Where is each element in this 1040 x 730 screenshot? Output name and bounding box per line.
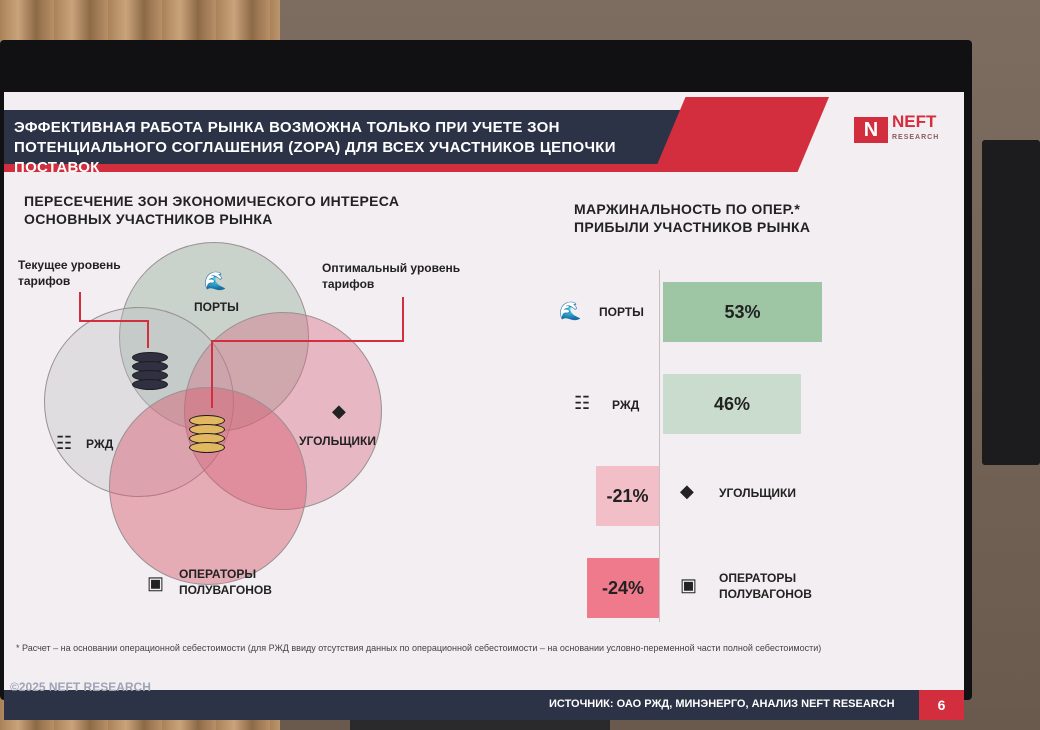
venn-label-ports: ПОРТЫ [194,300,239,314]
venn-label-rzd: РЖД [86,437,114,451]
speaker [982,140,1040,465]
margin-subtitle: МАРЖИНАЛЬНОСТЬ ПО ОПЕР.* ПРИБЫЛИ УЧАСТНИ… [574,201,811,235]
wave-icon: 🌊 [204,271,227,291]
slide-title: ЭФФЕКТИВНАЯ РАБОТА РЫНКА ВОЗМОЖНА ТОЛЬКО… [14,119,616,176]
pointer-line [147,320,149,348]
railway-icon: ☷ [574,393,591,413]
venn-label-coal: УГОЛЬЩИКИ [299,434,376,448]
logo: N NEFT RESEARCH [854,112,940,146]
tv-frame: ЭФФЕКТИВНАЯ РАБОТА РЫНКА ВОЗМОЖНА ТОЛЬКО… [0,40,972,720]
wagon-icon: ▣ [680,575,698,595]
header-underline [4,164,664,172]
page-number: 6 [919,690,964,720]
wave-icon: 🌊 [559,301,582,321]
source-text: ИСТОЧНИК: ОАО РЖД, МИНЭНЕРГО, АНАЛИЗ NEF… [549,698,895,710]
chart-axis [659,270,660,622]
footnote: * Расчет – на основании операционной себ… [16,643,822,653]
pointer-line [79,292,81,322]
copyright: ©2025 NEFT RESEARCH [10,680,151,694]
pointer-line [211,340,213,408]
venn-subtitle: ПЕРЕСЕЧЕНИЕ ЗОН ЭКОНОМИЧЕСКОГО ИНТЕРЕСА … [24,193,400,227]
coins-icon [132,352,168,390]
pointer-line [79,320,149,322]
coins-icon [189,415,225,453]
bar: -21% [596,466,659,526]
logo-sub: RESEARCH [892,134,940,141]
logo-text: NEFT [892,112,937,131]
pointer-line [211,340,404,342]
logo-mark: N [854,117,888,143]
footer-band [4,690,964,720]
bar-label-coal: УГОЛЬЩИКИ [719,486,796,500]
bar: 53% [663,282,822,342]
optimal-tariff-label: Оптимальный уровень тарифов [322,261,461,291]
bar-label-ports: ПОРТЫ [599,305,644,319]
header-band [4,110,704,168]
wagon-icon: ▣ [147,573,165,593]
current-tariff-label: Текущее уровень тарифов [18,258,121,288]
venn-label-operators: ОПЕРАТОРЫ ПОЛУВАГОНОВ [179,567,272,597]
pointer-line [402,297,404,342]
bar-label-operators: ОПЕРАТОРЫ ПОЛУВАГОНОВ [719,571,812,601]
bar-label-rzd: РЖД [612,398,640,412]
slide: ЭФФЕКТИВНАЯ РАБОТА РЫНКА ВОЗМОЖНА ТОЛЬКО… [4,92,964,720]
coal-icon: ◆ [332,401,346,421]
railway-icon: ☷ [56,433,73,453]
bar: 46% [663,374,801,434]
bar: -24% [587,558,659,618]
header-accent [654,97,829,172]
coal-icon: ◆ [680,481,694,501]
